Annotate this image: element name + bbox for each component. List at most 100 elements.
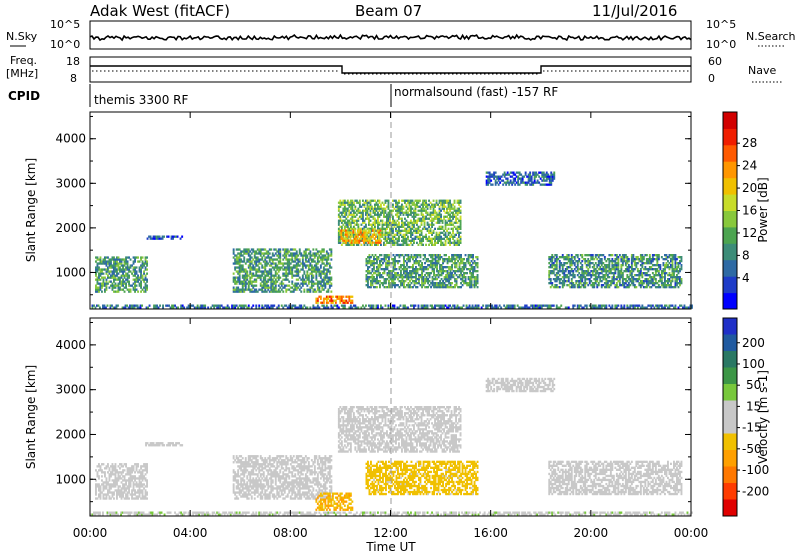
power-echo-cell: [343, 233, 346, 236]
power-echo-cell: [588, 266, 591, 269]
power-echo-cell: [288, 280, 291, 283]
power-echo-cell: [114, 260, 117, 263]
power-echo-cell: [289, 272, 292, 275]
power-echo-cell: [475, 270, 477, 273]
power-echo-cell: [410, 256, 413, 259]
power-echo-cell: [458, 227, 460, 230]
power-echo-cell: [380, 213, 382, 216]
power-echo-cell: [143, 272, 145, 275]
power-echo-cell: [318, 260, 321, 263]
power-echo-cell: [638, 284, 641, 287]
power-echo-cell: [593, 284, 596, 287]
power-echo-cell: [419, 274, 422, 277]
power-echo-cell: [244, 270, 247, 273]
power-echo-cell: [398, 254, 401, 257]
power-echo-cell: [274, 270, 277, 273]
power-echo-cell: [327, 268, 330, 271]
power-echo-cell: [378, 207, 381, 210]
power-echo-cell: [422, 227, 424, 230]
power-echo-cell: [620, 284, 623, 287]
power-echo-cell: [391, 284, 393, 287]
power-echo-cell: [446, 280, 449, 283]
power-echo-cell: [271, 306, 274, 309]
power-echo-cell: [630, 276, 633, 279]
power-echo-cell: [244, 304, 247, 307]
power-echo-cell: [442, 286, 444, 289]
power-echo-cell: [401, 278, 404, 281]
power-echo-cell: [429, 211, 432, 214]
power-echo-cell: [414, 237, 417, 240]
power-echo-cell: [343, 209, 346, 212]
power-echo-cell: [122, 288, 124, 291]
power-echo-cell: [587, 258, 590, 261]
power-echo-cell: [676, 278, 678, 281]
power-echo-cell: [347, 233, 350, 236]
power-echo-cell: [405, 213, 408, 216]
power-echo-cell: [95, 260, 97, 263]
power-echo-cell: [459, 235, 462, 238]
power-echo-cell: [309, 268, 312, 271]
power-echo-cell: [319, 264, 322, 267]
power-echo-cell: [304, 276, 307, 279]
power-echo-cell: [125, 284, 127, 287]
cpid-label: CPID: [8, 89, 40, 103]
power-echo-cell: [398, 205, 400, 208]
power-echo-cell: [309, 250, 312, 253]
power-echo-cell: [383, 260, 386, 263]
power-echo-cell: [411, 221, 414, 224]
power-echo-cell: [386, 221, 388, 224]
power-echo-cell: [392, 258, 395, 261]
power-echo-cell: [105, 284, 108, 287]
power-echo-cell: [452, 254, 455, 257]
power-echo-cell: [286, 252, 289, 255]
power-echo-cell: [412, 270, 414, 273]
power-echo-cell: [441, 231, 444, 234]
power-echo-cell: [349, 301, 352, 304]
power-echo-cell: [578, 284, 581, 287]
power-echo-cell: [123, 276, 126, 279]
power-echo-cell: [407, 213, 409, 216]
power-echo-cell: [430, 260, 432, 263]
power-echo-cell: [234, 280, 237, 283]
power-echo-cell: [255, 262, 258, 265]
power-echo-cell: [417, 213, 420, 216]
power-echo-cell: [119, 262, 121, 265]
power-echo-cell: [291, 280, 294, 283]
power-echo-cell: [383, 207, 385, 210]
power-echo-cell: [315, 268, 318, 271]
power-echo-cell: [255, 250, 258, 253]
power-echo-cell: [600, 272, 603, 275]
power-echo-cell: [297, 268, 300, 271]
power-echo-cell: [309, 280, 312, 283]
power-echo-cell: [113, 280, 115, 283]
power-echo-cell: [609, 254, 612, 257]
power-echo-cell: [685, 306, 687, 309]
power-echo-cell: [141, 274, 144, 277]
power-echo-cell: [648, 286, 651, 289]
power-echo-cell: [321, 284, 324, 287]
power-echo-cell: [388, 262, 390, 265]
power-echo-cell: [555, 304, 558, 307]
power-echo-cell: [419, 199, 421, 202]
power-echo-cell: [380, 306, 382, 309]
power-echo-cell: [605, 278, 608, 281]
power-echo-cell: [285, 256, 288, 259]
power-echo-cell: [537, 304, 540, 307]
power-echo-cell: [237, 252, 240, 255]
power-echo-cell: [369, 201, 372, 204]
power-echo-cell: [376, 241, 379, 244]
power-echo-cell: [668, 262, 671, 265]
power-echo-cell: [401, 199, 403, 202]
power-echo-cell: [455, 215, 457, 218]
power-echo-cell: [593, 264, 596, 267]
power-echo-cell: [98, 278, 100, 281]
power-echo-cell: [255, 290, 258, 293]
power-echo-cell: [612, 276, 615, 279]
power-echo-cell: [647, 262, 650, 265]
power-echo-cell: [499, 177, 502, 180]
power-echo-cell: [324, 286, 327, 289]
power-echo-cell: [315, 301, 318, 304]
power-echo-cell: [445, 266, 447, 269]
power-echo-cell: [476, 266, 479, 269]
